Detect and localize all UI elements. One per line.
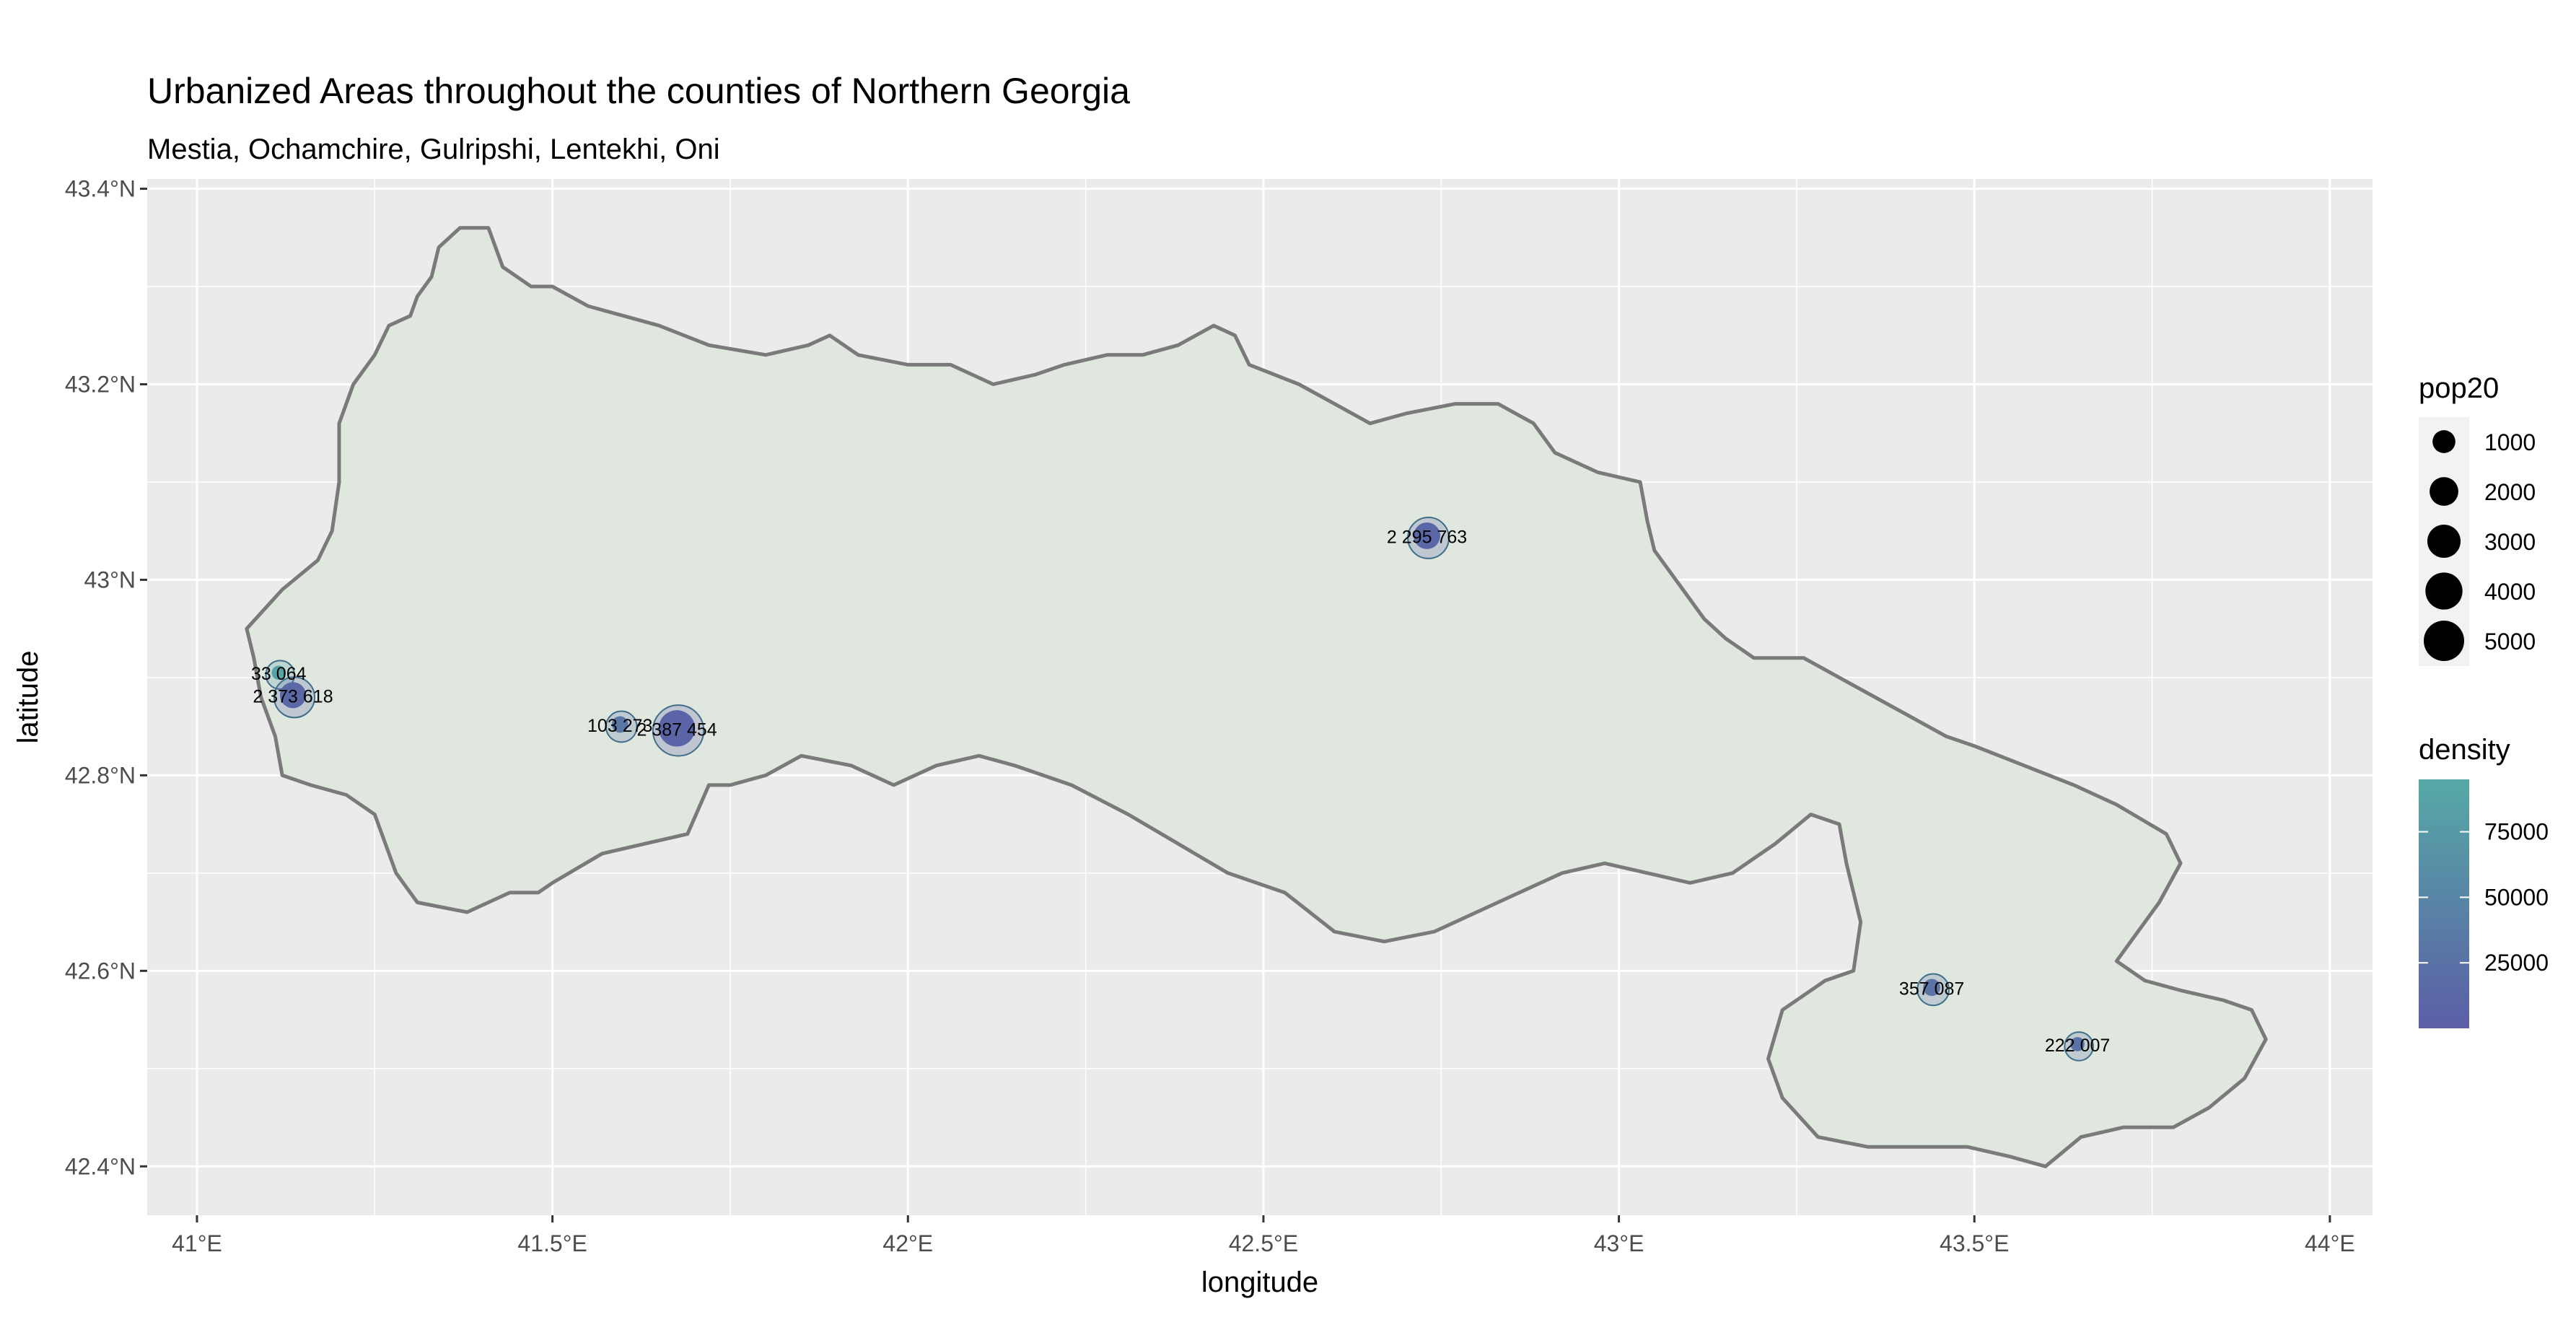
y-tick-label: 43.4°N: [65, 176, 136, 202]
x-tick-label: 43°E: [1594, 1230, 1644, 1256]
size-legend-key: [2425, 572, 2463, 610]
urban-area-point: [1923, 979, 1940, 997]
colorbar-label: 75000: [2484, 819, 2549, 845]
y-axis: 42.4°N 42.6°N 42.8°N 43°N 43.2°N 43.4°N: [65, 176, 147, 1179]
y-tick-label: 42.4°N: [65, 1153, 136, 1179]
colorbar-label: 25000: [2484, 950, 2549, 976]
size-legend-key: [2430, 477, 2458, 506]
size-legend-label: 2000: [2484, 479, 2536, 505]
y-tick-label: 42.6°N: [65, 958, 136, 984]
x-tick-label: 42°E: [882, 1230, 933, 1256]
x-tick-label: 41°E: [172, 1230, 222, 1256]
chart-title: Urbanized Areas throughout the counties …: [147, 71, 1130, 111]
x-axis: 41°E 41.5°E 42°E 42.5°E 43°E 43.5°E 44°E: [172, 1215, 2355, 1256]
y-tick-label: 43°N: [84, 566, 136, 592]
size-legend-label: 1000: [2484, 429, 2536, 455]
urban-area-label: 2 295 763: [1387, 527, 1467, 547]
size-legend-label: 3000: [2484, 529, 2536, 555]
y-tick-label: 43.2°N: [65, 371, 136, 397]
urban-area-label: 2 387 454: [636, 719, 717, 740]
x-tick-label: 42.5°E: [1229, 1230, 1298, 1256]
urban-area-point: [1414, 522, 1440, 549]
color-legend-title: density: [2419, 734, 2510, 766]
color-legend: density 75000 50000 25000: [2419, 734, 2549, 1028]
urban-area-label: 2 373 618: [253, 686, 333, 706]
urban-area-point: [2070, 1037, 2085, 1051]
size-legend-key: [2424, 621, 2464, 661]
x-tick-label: 41.5°E: [517, 1230, 587, 1256]
x-tick-label: 44°E: [2305, 1230, 2355, 1256]
size-legend-label: 4000: [2484, 579, 2536, 605]
colorbar-label: 50000: [2484, 884, 2549, 910]
urban-areas-layer: [265, 517, 2094, 1062]
size-legend-title: pop20: [2419, 372, 2499, 404]
urban-area-point: [658, 710, 696, 747]
x-tick-label: 43.5°E: [1940, 1230, 2009, 1256]
urban-area-point: [611, 716, 628, 733]
urban-area-label: 357 087: [1899, 979, 1964, 999]
size-legend-key: [2432, 430, 2455, 453]
urban-area-point: [271, 665, 286, 680]
y-tick-label: 42.8°N: [65, 762, 136, 788]
urban-area-label: 103 273: [587, 716, 652, 736]
urban-area-label: 33 064: [251, 664, 307, 684]
urban-area-label: 222 007: [2045, 1036, 2110, 1056]
size-legend-key: [2427, 524, 2461, 559]
urban-area-point: [279, 682, 307, 709]
chart-subtitle: Mestia, Ochamchire, Gulripshi, Lentekhi,…: [147, 134, 720, 165]
x-axis-label: longitude: [1201, 1266, 1318, 1298]
density-colorbar: [2419, 779, 2469, 1028]
size-legend-label: 5000: [2484, 629, 2536, 655]
size-legend: pop20 1000 2000 3000 4000 5000: [2419, 372, 2536, 666]
county-region-outline: [245, 226, 2268, 1168]
y-axis-label: latitude: [12, 651, 44, 744]
